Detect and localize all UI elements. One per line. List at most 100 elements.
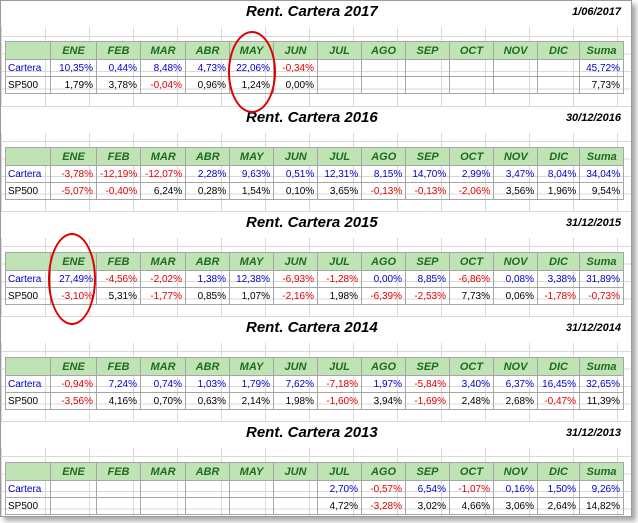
header-cell[interactable]: SEP (405, 147, 451, 166)
value-cell[interactable]: -0,47% (537, 392, 580, 410)
value-cell[interactable]: -1,77% (140, 287, 186, 305)
value-cell[interactable]: 1,50% (537, 480, 580, 498)
header-cell[interactable]: NOV (493, 147, 539, 166)
header-cell[interactable]: ENE (50, 41, 97, 60)
header-cell[interactable]: NOV (493, 462, 538, 481)
value-cell[interactable]: 16,45% (537, 375, 580, 393)
value-cell[interactable]: 8,48% (140, 59, 186, 77)
header-cell[interactable]: ABR (185, 147, 231, 166)
header-cell[interactable]: ENE (50, 147, 97, 166)
value-cell[interactable]: 0,10% (273, 182, 319, 200)
row-label-sp500[interactable]: SP500 (5, 76, 51, 94)
value-cell[interactable]: 7,24% (96, 375, 141, 393)
header-cell[interactable]: JUN (273, 462, 318, 481)
value-cell[interactable]: 9,63% (229, 165, 275, 183)
value-cell[interactable]: -0,04% (140, 76, 186, 94)
value-cell[interactable]: 34,04% (579, 165, 625, 183)
header-cell[interactable]: SEP (405, 252, 450, 271)
value-cell[interactable]: -3,78% (50, 165, 97, 183)
value-cell[interactable]: 12,31% (317, 165, 363, 183)
value-cell[interactable] (449, 59, 494, 77)
value-cell[interactable]: 3,38% (537, 270, 580, 288)
header-cell[interactable]: MAR (140, 462, 186, 481)
value-cell[interactable]: 6,24% (140, 182, 187, 200)
value-cell[interactable]: 3,78% (96, 76, 141, 94)
value-cell[interactable]: 6,54% (405, 480, 450, 498)
header-cell[interactable]: Suma (579, 462, 624, 481)
value-cell[interactable]: 0,74% (140, 375, 186, 393)
header-cell[interactable]: JUL (317, 41, 362, 60)
header-corner-cell[interactable] (5, 147, 51, 166)
header-cell[interactable]: DIC (537, 41, 580, 60)
value-cell[interactable]: -7,18% (317, 375, 362, 393)
value-cell[interactable]: 7,73% (449, 287, 494, 305)
value-cell[interactable]: 4,16% (96, 392, 141, 410)
value-cell[interactable] (317, 76, 362, 94)
value-cell[interactable]: -1,28% (317, 270, 362, 288)
header-cell[interactable]: ENE (50, 357, 97, 376)
value-cell[interactable]: -0,94% (50, 375, 97, 393)
row-label-cartera[interactable]: Cartera (5, 375, 51, 393)
value-cell[interactable]: 0,06% (493, 287, 538, 305)
value-cell[interactable]: 14,70% (405, 165, 451, 183)
value-cell[interactable] (317, 59, 362, 77)
header-cell[interactable]: SEP (405, 462, 450, 481)
value-cell[interactable]: 0,08% (493, 270, 538, 288)
value-cell[interactable]: -0,13% (405, 182, 451, 200)
value-cell[interactable]: 1,97% (361, 375, 406, 393)
header-cell[interactable]: FEB (95, 147, 142, 166)
header-cell[interactable]: MAR (140, 147, 187, 166)
header-cell[interactable]: NOV (493, 252, 538, 271)
header-corner-cell[interactable] (5, 357, 51, 376)
value-cell[interactable]: -0,34% (273, 59, 318, 77)
value-cell[interactable]: -2,53% (405, 287, 450, 305)
value-cell[interactable]: 4,72% (317, 497, 362, 515)
value-cell[interactable]: 45,72% (579, 59, 624, 77)
value-cell[interactable]: 0,44% (96, 59, 141, 77)
header-cell[interactable]: OCT (449, 41, 494, 60)
header-cell[interactable]: ENE (50, 462, 97, 481)
row-label-sp500[interactable]: SP500 (5, 182, 51, 200)
value-cell[interactable] (185, 497, 230, 515)
value-cell[interactable]: -1,78% (537, 287, 580, 305)
value-cell[interactable]: -6,86% (449, 270, 494, 288)
value-cell[interactable]: 3,47% (493, 165, 539, 183)
value-cell[interactable]: -1,07% (449, 480, 494, 498)
header-cell[interactable]: NOV (493, 357, 538, 376)
value-cell[interactable]: -0,57% (361, 480, 406, 498)
value-cell[interactable]: -2,02% (140, 270, 186, 288)
value-cell[interactable]: -12,07% (140, 165, 187, 183)
value-cell[interactable] (273, 497, 318, 515)
value-cell[interactable]: 2,64% (537, 497, 580, 515)
header-cell[interactable]: JUL (317, 252, 362, 271)
value-cell[interactable] (185, 480, 230, 498)
value-cell[interactable]: 2,28% (185, 165, 231, 183)
value-cell[interactable]: 0,28% (185, 182, 231, 200)
value-cell[interactable]: -3,28% (361, 497, 406, 515)
value-cell[interactable]: -3,56% (50, 392, 97, 410)
header-cell[interactable]: SEP (405, 41, 450, 60)
value-cell[interactable]: 6,37% (493, 375, 538, 393)
value-cell[interactable]: -12,19% (95, 165, 142, 183)
value-cell[interactable]: 9,54% (579, 182, 625, 200)
value-cell[interactable] (96, 480, 141, 498)
value-cell[interactable]: 0,16% (493, 480, 538, 498)
value-cell[interactable] (405, 76, 450, 94)
row-label-cartera[interactable]: Cartera (5, 59, 51, 77)
row-label-cartera[interactable]: Cartera (5, 480, 51, 498)
header-cell[interactable]: Suma (579, 147, 625, 166)
value-cell[interactable]: 7,73% (579, 76, 624, 94)
value-cell[interactable]: 11,39% (579, 392, 624, 410)
header-cell[interactable]: MAY (229, 252, 274, 271)
header-cell[interactable]: OCT (449, 357, 494, 376)
value-cell[interactable]: 2,14% (229, 392, 274, 410)
value-cell[interactable] (493, 76, 538, 94)
header-cell[interactable]: DIC (537, 462, 580, 481)
header-cell[interactable]: NOV (493, 41, 538, 60)
header-cell[interactable]: AGO (361, 357, 406, 376)
value-cell[interactable]: 8,85% (405, 270, 450, 288)
value-cell[interactable]: 3,65% (317, 182, 363, 200)
value-cell[interactable]: -4,56% (96, 270, 141, 288)
value-cell[interactable]: 2,70% (317, 480, 362, 498)
value-cell[interactable]: 1,79% (229, 375, 274, 393)
